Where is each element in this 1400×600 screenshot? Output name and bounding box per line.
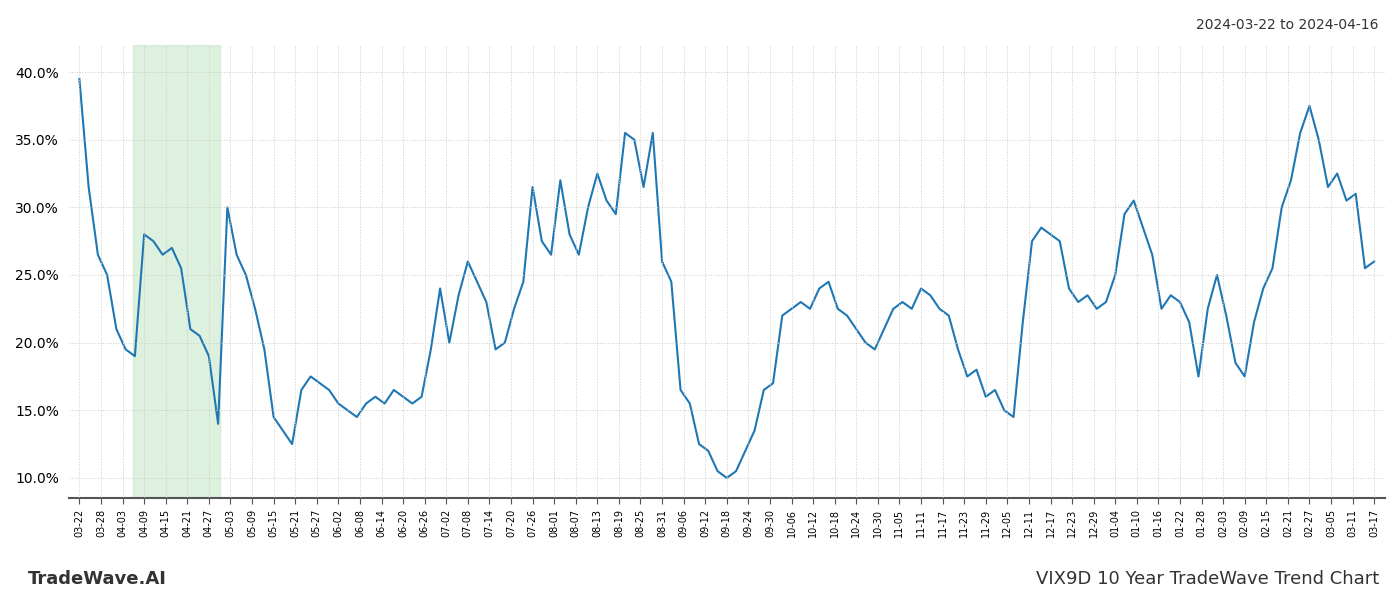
Bar xyxy=(133,45,220,498)
Text: VIX9D 10 Year TradeWave Trend Chart: VIX9D 10 Year TradeWave Trend Chart xyxy=(1036,570,1379,588)
Text: TradeWave.AI: TradeWave.AI xyxy=(28,570,167,588)
Text: 2024-03-22 to 2024-04-16: 2024-03-22 to 2024-04-16 xyxy=(1197,18,1379,32)
